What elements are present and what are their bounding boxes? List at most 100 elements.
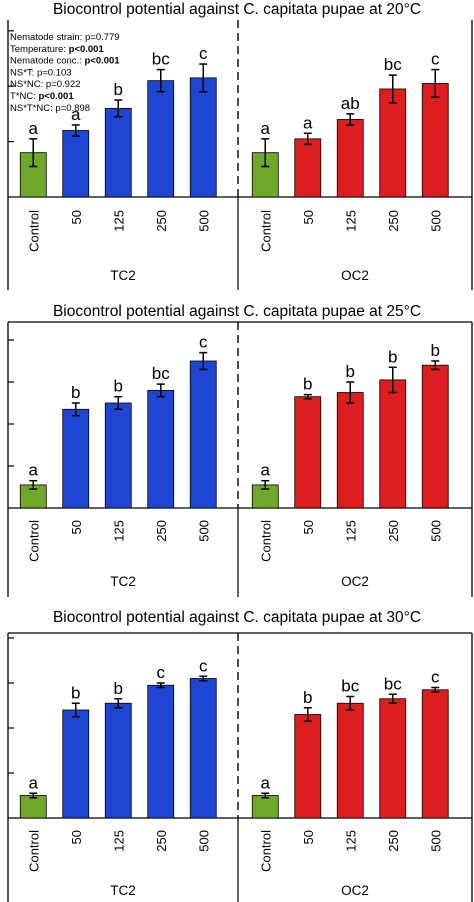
significance-letter: a (261, 119, 271, 138)
bar (294, 714, 322, 819)
stat-line: Temperature: p<0.001 (10, 44, 104, 55)
bar (379, 698, 407, 819)
stat-label: Nematode conc.: (10, 56, 84, 67)
category-tick-label: 50 (301, 210, 316, 224)
stat-value: p<0.001 (84, 56, 120, 67)
category-tick-label: Control (258, 520, 273, 562)
stat-label: NS*T*NC: (10, 103, 55, 114)
category-tick-label: 250 (154, 520, 169, 542)
significance-letter: a (261, 461, 271, 480)
stat-line: NS*NC: p=0.922 (10, 79, 81, 90)
significance-letter: b (431, 341, 440, 360)
significance-letter: b (114, 679, 123, 698)
category-tick-label: 500 (196, 210, 211, 232)
category-tick-label: 250 (386, 520, 401, 542)
stat-value: p<0.001 (69, 44, 105, 55)
group-label: OC2 (341, 574, 369, 589)
significance-letter: a (29, 773, 39, 792)
group-label: OC2 (341, 268, 369, 283)
stat-line: Nematode strain: p=0.779 (10, 32, 120, 43)
chart-panel-2: Biocontrol potential against C. capitata… (7, 303, 473, 597)
category-tick-label: 500 (196, 520, 211, 542)
chart-title: Biocontrol potential against C. capitata… (53, 1, 421, 18)
category-tick-label: 250 (386, 830, 401, 852)
significance-letter: b (388, 347, 397, 366)
bar (62, 709, 90, 819)
stat-value: p=0.103 (37, 67, 72, 78)
bar (251, 795, 279, 819)
stat-line: Nematode conc.: p<0.001 (10, 56, 120, 67)
stat-value: p=0.898 (55, 103, 90, 114)
significance-letter: a (29, 461, 39, 480)
significance-letter: ab (341, 94, 360, 113)
stat-value: p=0.779 (85, 32, 120, 43)
significance-letter: c (199, 656, 208, 675)
significance-letter: bc (152, 50, 170, 69)
bar (19, 795, 47, 819)
stat-label: T*NC: (10, 91, 39, 102)
bar (62, 408, 90, 509)
significance-letter: bc (384, 674, 402, 693)
bar (421, 83, 449, 198)
stat-value: p=0.922 (46, 79, 81, 90)
group-label: TC2 (110, 574, 136, 589)
bar (421, 689, 449, 819)
category-tick-label: 50 (69, 520, 84, 534)
significance-letter: b (71, 683, 80, 702)
significance-letter: c (199, 333, 208, 352)
significance-letter: a (261, 773, 271, 792)
category-tick-label: 500 (428, 830, 443, 852)
bar (147, 80, 175, 198)
stat-label: NS*T: (10, 67, 37, 78)
category-tick-label: 125 (111, 210, 126, 232)
bar (104, 702, 132, 819)
category-tick-label: 50 (69, 210, 84, 224)
bar (189, 77, 217, 198)
category-tick-label: 500 (428, 210, 443, 232)
group-label: TC2 (110, 883, 136, 898)
category-tick-label: Control (26, 830, 41, 872)
category-tick-label: 125 (111, 520, 126, 542)
category-tick-label: 500 (196, 830, 211, 852)
significance-letter: b (303, 375, 312, 394)
stat-line: NS*T*NC: p=0.898 (10, 103, 90, 114)
bar (189, 360, 217, 509)
bar (379, 379, 407, 509)
bar (294, 396, 322, 509)
category-tick-label: 125 (343, 210, 358, 232)
significance-letter: b (346, 362, 355, 381)
chart-title: Biocontrol potential against C. capitata… (53, 609, 421, 626)
chart-title: Biocontrol potential against C. capitata… (53, 303, 421, 320)
significance-letter: a (29, 119, 39, 138)
category-tick-label: 250 (154, 210, 169, 232)
significance-letter: c (431, 668, 440, 687)
stat-line: T*NC: p<0.001 (10, 91, 74, 102)
category-tick-label: Control (26, 210, 41, 252)
group-label: TC2 (110, 268, 136, 283)
significance-letter: bc (152, 364, 170, 383)
bar (336, 119, 364, 198)
bar (104, 107, 132, 198)
category-tick-label: 125 (343, 520, 358, 542)
bar (147, 389, 175, 509)
category-tick-label: 125 (111, 830, 126, 852)
stat-label: Temperature: (10, 44, 69, 55)
bar (147, 684, 175, 819)
bar (379, 88, 407, 198)
stat-value: p<0.001 (39, 91, 75, 102)
category-tick-label: 50 (301, 520, 316, 534)
category-tick-label: 125 (343, 830, 358, 852)
bar (189, 678, 217, 819)
significance-letter: b (71, 383, 80, 402)
bar (294, 138, 322, 198)
bar (336, 392, 364, 509)
category-tick-label: 500 (428, 520, 443, 542)
category-tick-label: 250 (386, 210, 401, 232)
bar (62, 130, 90, 198)
category-tick-label: Control (258, 830, 273, 872)
significance-letter: b (303, 688, 312, 707)
significance-letter: a (71, 105, 81, 124)
bar (336, 702, 364, 819)
category-tick-label: Control (258, 210, 273, 252)
